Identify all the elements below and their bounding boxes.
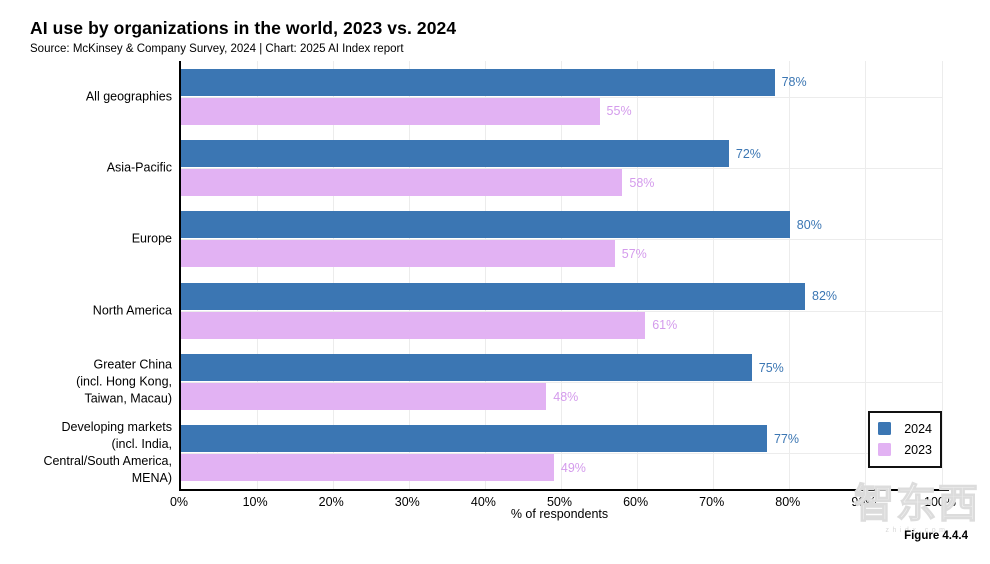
bar-2024 bbox=[181, 354, 752, 381]
bar-2024 bbox=[181, 140, 729, 167]
legend-swatch-2023 bbox=[878, 443, 891, 456]
legend-label-2024: 2024 bbox=[904, 421, 932, 436]
gridline-vertical bbox=[941, 61, 943, 489]
bar-value-label: 55% bbox=[606, 104, 632, 119]
x-axis-tick-label: 20% bbox=[318, 495, 344, 509]
bar-2024 bbox=[181, 282, 806, 310]
bar-value-label: 61% bbox=[652, 318, 678, 333]
x-axis-tick-label: 80% bbox=[775, 495, 801, 509]
gridline-vertical bbox=[408, 61, 410, 489]
y-axis-label: North America bbox=[92, 303, 172, 318]
x-axis-tick-label: 100% bbox=[924, 495, 956, 509]
bar-value-label: 78% bbox=[781, 75, 807, 90]
y-axis-label: Europe bbox=[131, 231, 172, 246]
bar-value-label: 80% bbox=[796, 217, 822, 232]
x-axis-tick-label: 70% bbox=[699, 495, 725, 509]
x-axis-tick-label: 0% bbox=[169, 495, 189, 509]
legend-swatch-2024 bbox=[878, 422, 891, 435]
x-axis-tick-label: 10% bbox=[242, 495, 268, 509]
bar-value-label: 77% bbox=[773, 431, 799, 446]
x-axis-tick-label: 60% bbox=[623, 495, 649, 509]
bar-2023 bbox=[181, 240, 615, 268]
bar-2023 bbox=[181, 169, 623, 196]
bar-2023 bbox=[181, 454, 554, 482]
y-axis-label: Developing markets (incl. India, Central… bbox=[43, 420, 172, 486]
x-axis-tick-label: 30% bbox=[394, 495, 420, 509]
watermark-logo: 智东西 bbox=[853, 482, 980, 526]
bar-value-label: 75% bbox=[758, 360, 784, 375]
x-axis-tick-label: 40% bbox=[470, 495, 496, 509]
gridline-vertical bbox=[713, 61, 715, 489]
bar-value-label: 49% bbox=[560, 460, 586, 475]
y-axis-label: All geographies bbox=[85, 89, 172, 104]
y-axis-label: Asia-Pacific bbox=[106, 160, 172, 175]
watermark-subtext: zhidx.com bbox=[885, 527, 949, 534]
bar-value-label: 82% bbox=[812, 289, 838, 304]
gridline-vertical bbox=[561, 61, 562, 489]
bar-2023 bbox=[181, 383, 547, 410]
bar-value-label: 58% bbox=[629, 175, 655, 190]
x-axis-tick-label: 50% bbox=[546, 495, 573, 509]
bar-2023 bbox=[181, 311, 646, 339]
y-axis-label: Greater China (incl. Hong Kong, Taiwan, … bbox=[76, 357, 172, 406]
chart-source-line: Source: McKinsey & Company Survey, 2024 … bbox=[30, 43, 404, 55]
bar-2024 bbox=[181, 425, 767, 453]
gridline-vertical bbox=[637, 61, 639, 489]
gridline-vertical bbox=[332, 61, 334, 489]
legend-item-2024: 2024 bbox=[878, 418, 932, 439]
page-title: AI use by organizations in the world, 20… bbox=[30, 18, 457, 38]
bar-2023 bbox=[181, 97, 600, 125]
x-axis-title: % of respondents bbox=[510, 507, 609, 521]
bar-value-label: 57% bbox=[621, 246, 647, 261]
plot-area: 78% 55% 72% 58% 80% 57% 82% 61% 75% 48% 77% 49% bbox=[179, 61, 949, 491]
legend-item-2023: 2023 bbox=[878, 439, 932, 460]
bar-value-label: 72% bbox=[735, 146, 761, 161]
gridline-vertical bbox=[484, 61, 486, 489]
bar-2024 bbox=[181, 68, 775, 96]
gridline-vertical bbox=[865, 61, 867, 489]
gridline-vertical bbox=[256, 61, 258, 489]
y-axis-labels: All geographies Asia-Pacific Europe North A… bbox=[0, 61, 172, 489]
gridline-vertical bbox=[789, 61, 791, 489]
figure-label: Figure 4.4.4 bbox=[904, 530, 968, 542]
legend: 2024 2023 bbox=[868, 411, 942, 468]
x-axis-tick-label: 90% bbox=[851, 495, 877, 509]
bar-2024 bbox=[181, 211, 790, 239]
bar-value-label: 48% bbox=[553, 389, 579, 404]
legend-label-2023: 2023 bbox=[904, 442, 932, 457]
watermark: 智东西 zhidx.com bbox=[853, 482, 980, 534]
